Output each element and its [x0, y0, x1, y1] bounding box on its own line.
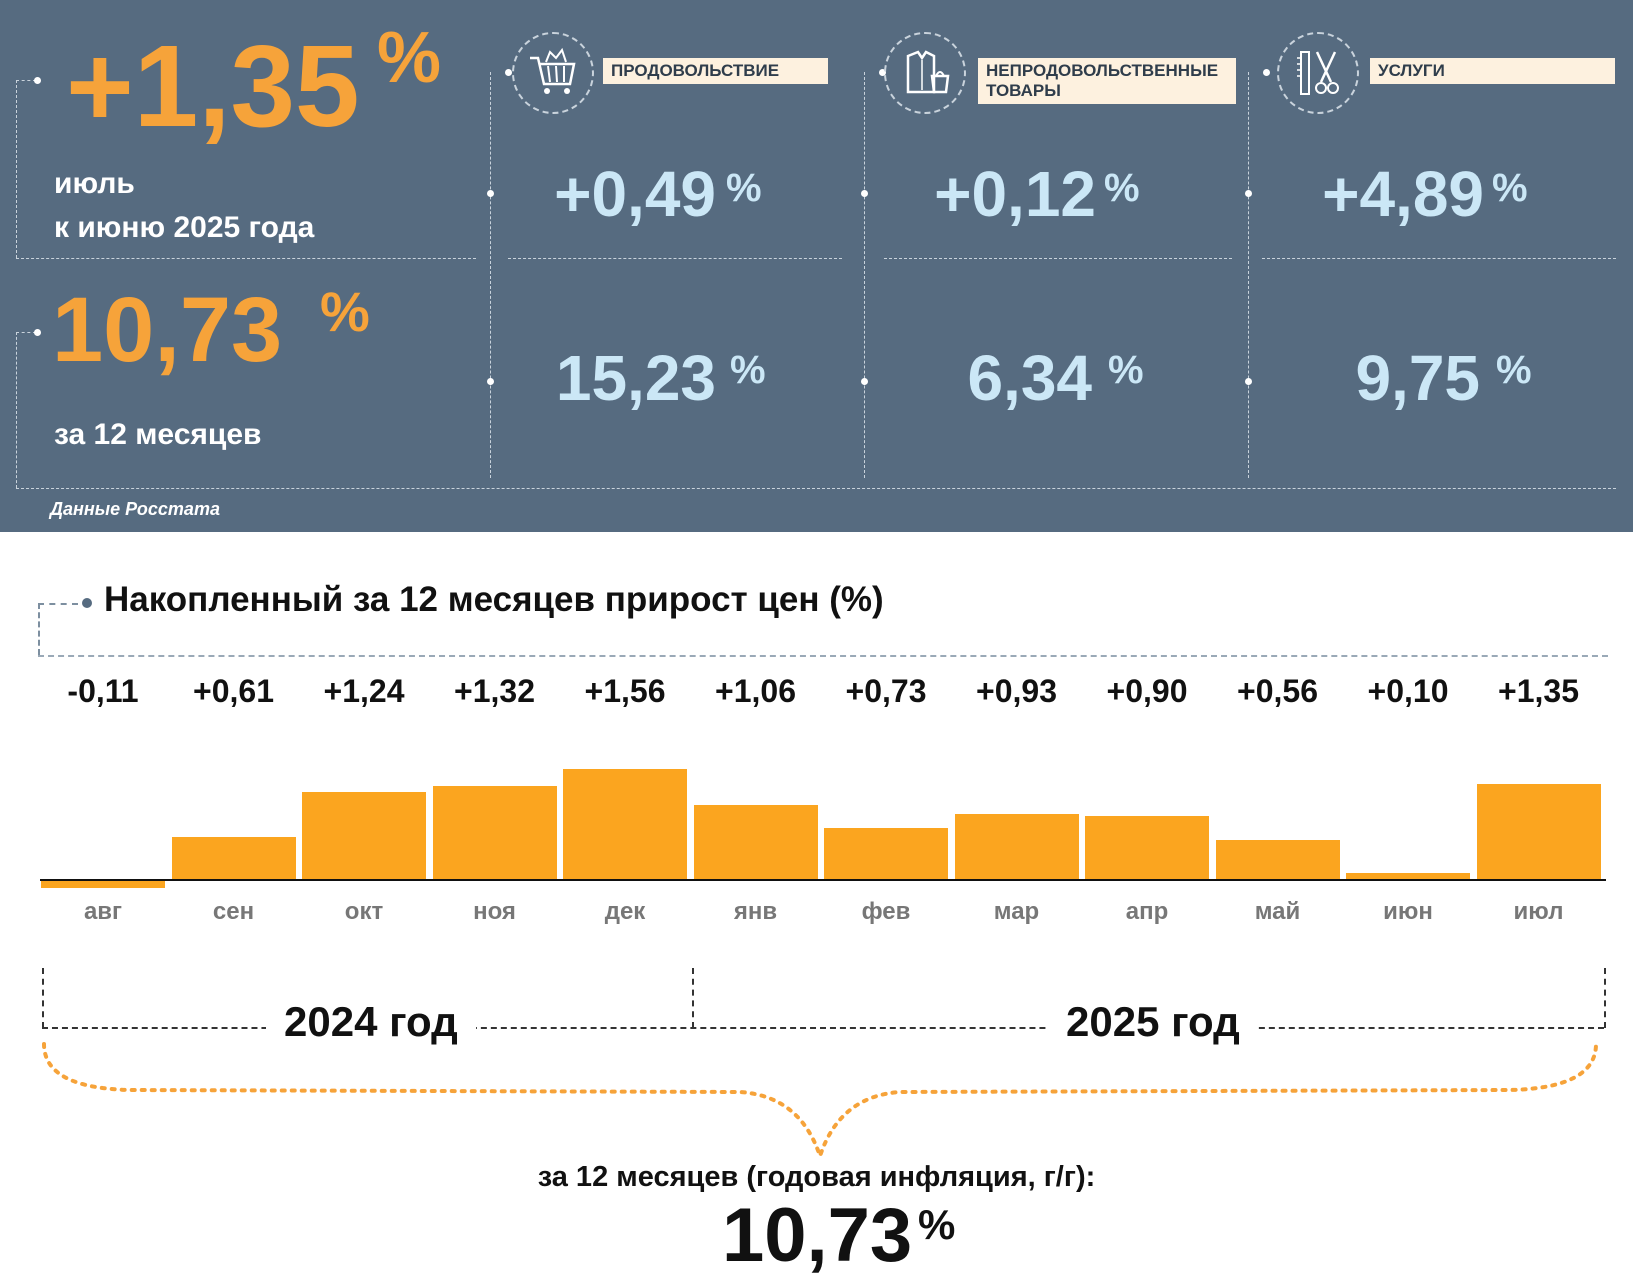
bar-янв — [693, 804, 818, 880]
month-label: июл — [1513, 898, 1564, 925]
category-annual-value: 15,23 — [555, 342, 716, 414]
connector-dot — [34, 77, 41, 84]
bar-value-label: +0,56 — [1237, 673, 1318, 709]
month-label: сен — [212, 898, 255, 925]
connector-dot — [861, 378, 868, 385]
bar-июл — [1476, 784, 1601, 880]
bar-фев — [824, 828, 948, 880]
scissors-comb-icon — [1277, 32, 1359, 114]
monthly-label-line1: июль — [54, 167, 135, 200]
bar-value-label: +0,93 — [976, 673, 1057, 709]
divider-line — [884, 258, 1232, 259]
column-line — [1248, 72, 1249, 478]
month-label: дек — [604, 898, 646, 925]
category-annual-value: 6,34 — [967, 342, 1092, 414]
chart-baseline — [40, 879, 1606, 881]
month-label: мар — [993, 898, 1040, 925]
bar-value-label: +1,56 — [584, 673, 666, 709]
bar-ноя — [432, 786, 557, 880]
bar-мар — [954, 813, 1079, 880]
connector-line — [16, 80, 17, 258]
month-label: май — [1254, 898, 1301, 925]
category-monthly-value: +0,12 — [934, 158, 1096, 230]
column-line — [490, 72, 491, 478]
bar-value-label: -0,11 — [67, 673, 139, 709]
bar-май — [1215, 840, 1340, 880]
bar-value-label: +1,24 — [323, 673, 405, 709]
divider-line — [508, 258, 842, 259]
total-brace — [42, 1042, 1598, 1160]
category-annual-unit: % — [730, 348, 766, 392]
bar-апр — [1085, 816, 1209, 880]
connector-line — [16, 80, 36, 81]
bar-окт — [302, 791, 426, 880]
category-label: НЕПРОДОВОЛЬСТВЕННЫЕ ТОВАРЫ — [978, 58, 1236, 104]
category-annual-value: 9,75 — [1355, 342, 1480, 414]
category-monthly-unit: % — [1492, 166, 1528, 210]
category-monthly-value: +0,49 — [554, 158, 716, 230]
year-label-2025: 2025 год — [1048, 1001, 1258, 1043]
connector-dot — [879, 69, 886, 76]
category-annual-unit: % — [1108, 348, 1144, 392]
monthly-inflation-unit: % — [377, 18, 442, 98]
clothing-bag-icon — [884, 32, 966, 114]
connector-dot — [34, 329, 41, 336]
bar-сен — [171, 836, 296, 880]
connector-dot — [505, 69, 512, 76]
month-label: фев — [861, 898, 911, 925]
category-monthly-value: +4,89 — [1322, 158, 1484, 230]
annual-inflation-total-unit: % — [918, 1201, 956, 1248]
month-label: июн — [1383, 898, 1433, 925]
connector-line — [16, 332, 36, 333]
divider-line — [16, 488, 1616, 489]
bar-value-label: +0,61 — [193, 673, 274, 709]
annual-inflation-caption: за 12 месяцев (годовая инфляция, г/г): — [537, 1161, 1096, 1193]
bar-value-label: +1,35 — [1498, 673, 1579, 709]
annual-inflation-total: 10,73 — [722, 1193, 913, 1278]
summary-panel: +1,35 % июль к июню 2025 года 10,73 % за… — [0, 0, 1633, 532]
month-label: окт — [344, 898, 384, 925]
shopping-cart-icon — [512, 32, 594, 114]
bar-value-label: +1,06 — [715, 673, 796, 709]
connector-dot — [1263, 69, 1270, 76]
bar-value-label: +0,73 — [845, 673, 927, 709]
bar-value-label: +1,32 — [454, 673, 535, 709]
year-label-2024: 2024 год — [266, 1001, 476, 1043]
month-label: авг — [83, 898, 123, 925]
connector-dot — [861, 190, 868, 197]
bar-авг — [41, 880, 165, 888]
month-label: ноя — [473, 898, 516, 925]
annual-inflation-value: 10,73 — [52, 279, 283, 381]
month-label: апр — [1125, 898, 1169, 925]
category-monthly-unit: % — [726, 166, 762, 210]
bar-июн — [1346, 872, 1470, 880]
connector-dot — [1245, 378, 1252, 385]
category-annual-unit: % — [1496, 348, 1532, 392]
connector-line — [16, 332, 17, 488]
bar-value-label: +0,10 — [1367, 673, 1449, 709]
divider-line — [16, 258, 476, 259]
column-line — [864, 72, 865, 478]
bar-value-label: +0,90 — [1106, 673, 1188, 709]
divider-line — [1262, 258, 1616, 259]
connector-dot — [487, 378, 494, 385]
source-note: Данные Росстата — [50, 499, 220, 519]
connector-dot — [1245, 190, 1252, 197]
category-label: ПРОДОВОЛЬСТВИЕ — [603, 58, 828, 84]
monthly-label: июль к июню 2025 года — [54, 162, 314, 249]
annual-inflation-unit: % — [320, 280, 370, 343]
bar-дек — [563, 769, 687, 880]
monthly-inflation-value: +1,35 — [66, 21, 360, 151]
month-label: янв — [733, 898, 778, 925]
monthly-label-line2: к июню 2025 года — [54, 210, 315, 244]
connector-dot — [487, 190, 494, 197]
chart-title: Накопленный за 12 месяцев прирост цен (%… — [104, 580, 884, 619]
category-monthly-unit: % — [1104, 166, 1140, 210]
annual-label: за 12 месяцев — [54, 418, 262, 451]
category-label: УСЛУГИ — [1370, 58, 1615, 84]
